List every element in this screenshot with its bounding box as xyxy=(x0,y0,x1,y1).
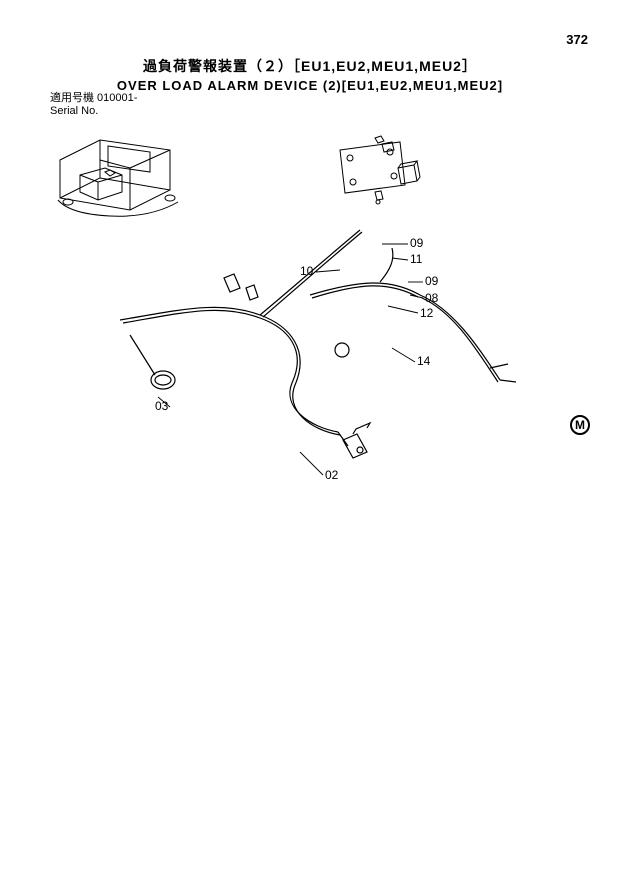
callout-08: 08 xyxy=(425,291,438,305)
callout-11: 11 xyxy=(410,252,422,266)
callout-09a: 09 xyxy=(410,236,423,250)
page-number: 372 xyxy=(566,32,588,47)
callout-02: 02 xyxy=(325,468,338,482)
callout-12: 12 xyxy=(420,306,433,320)
callout-09b: 09 xyxy=(425,274,438,288)
callout-10: 10 xyxy=(300,264,313,278)
diagram-area: 09 11 10 09 08 12 14 03 02 xyxy=(0,110,620,510)
title-english: OVER LOAD ALARM DEVICE (2)[EU1,EU2,MEU1,… xyxy=(0,78,620,93)
m-symbol: M xyxy=(570,415,590,435)
serial-jp: 適用号機 010001- xyxy=(50,92,137,105)
title-japanese: 過負荷警報装置（２）［EU1,EU2,MEU1,MEU2］ xyxy=(0,56,620,76)
callout-03: 03 xyxy=(155,399,168,413)
title-block: 過負荷警報装置（２）［EU1,EU2,MEU1,MEU2］ OVER LOAD … xyxy=(0,56,620,93)
leader-lines xyxy=(0,110,620,510)
callout-14: 14 xyxy=(417,354,430,368)
